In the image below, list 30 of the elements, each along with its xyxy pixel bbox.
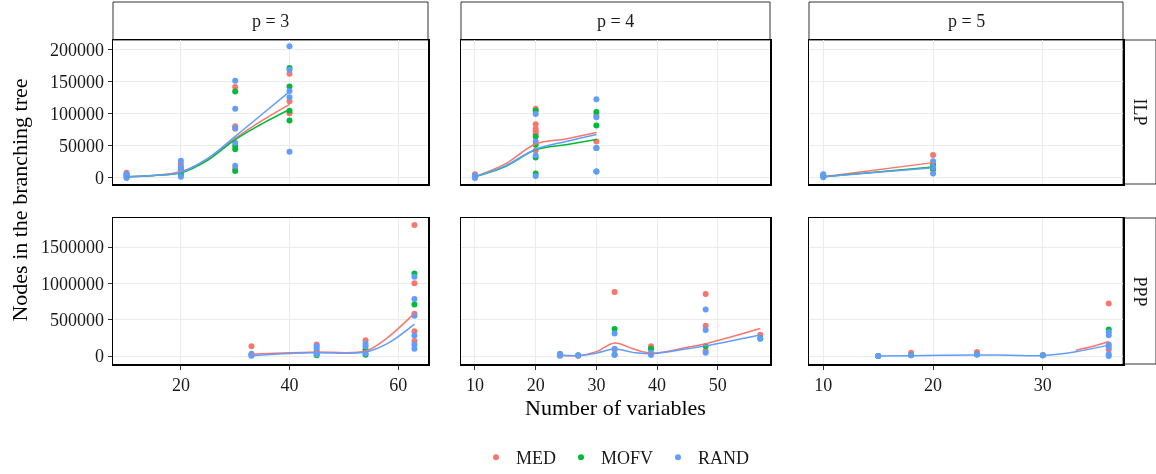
x-tick-label: 10 <box>465 375 484 396</box>
x-tick-label: 20 <box>526 375 545 396</box>
chart-title: p = 3 <box>252 11 290 31</box>
y-tick-label: 0 <box>94 168 104 189</box>
x-tick-label: 50 <box>708 375 727 396</box>
chart-title: p = 4 <box>597 11 635 31</box>
y-tick-label: 1500000 <box>40 237 104 258</box>
x-tick-label: 40 <box>648 375 667 396</box>
y-tick-label: 100000 <box>49 104 104 125</box>
y-tick-label: 500000 <box>49 309 104 330</box>
legend-label: RAND <box>698 448 750 469</box>
y-axis-title: Nodes in the branching tree <box>7 78 33 322</box>
y-tick-label: 150000 <box>49 72 104 93</box>
x-tick-label: 60 <box>389 375 408 396</box>
x-tick-label: 10 <box>814 375 833 396</box>
y-tick-label: 0 <box>94 346 104 367</box>
x-tick-label: 20 <box>924 375 943 396</box>
x-axis-title: Number of variables <box>525 395 706 421</box>
chart-title: p = 5 <box>948 11 986 31</box>
x-tick-label: 40 <box>280 375 299 396</box>
y-tick-label: 50000 <box>58 136 104 157</box>
x-tick-label: 30 <box>1033 375 1052 396</box>
x-tick-label: 20 <box>171 375 190 396</box>
text: ILP <box>1129 98 1150 126</box>
y-tick-label: 200000 <box>49 40 104 61</box>
legend-label: MOFV <box>601 448 654 469</box>
y-tick-label: 1000000 <box>40 273 104 294</box>
x-tick-label: 30 <box>587 375 606 396</box>
text: PPP <box>1129 276 1150 307</box>
legend-label: MED <box>516 448 556 469</box>
